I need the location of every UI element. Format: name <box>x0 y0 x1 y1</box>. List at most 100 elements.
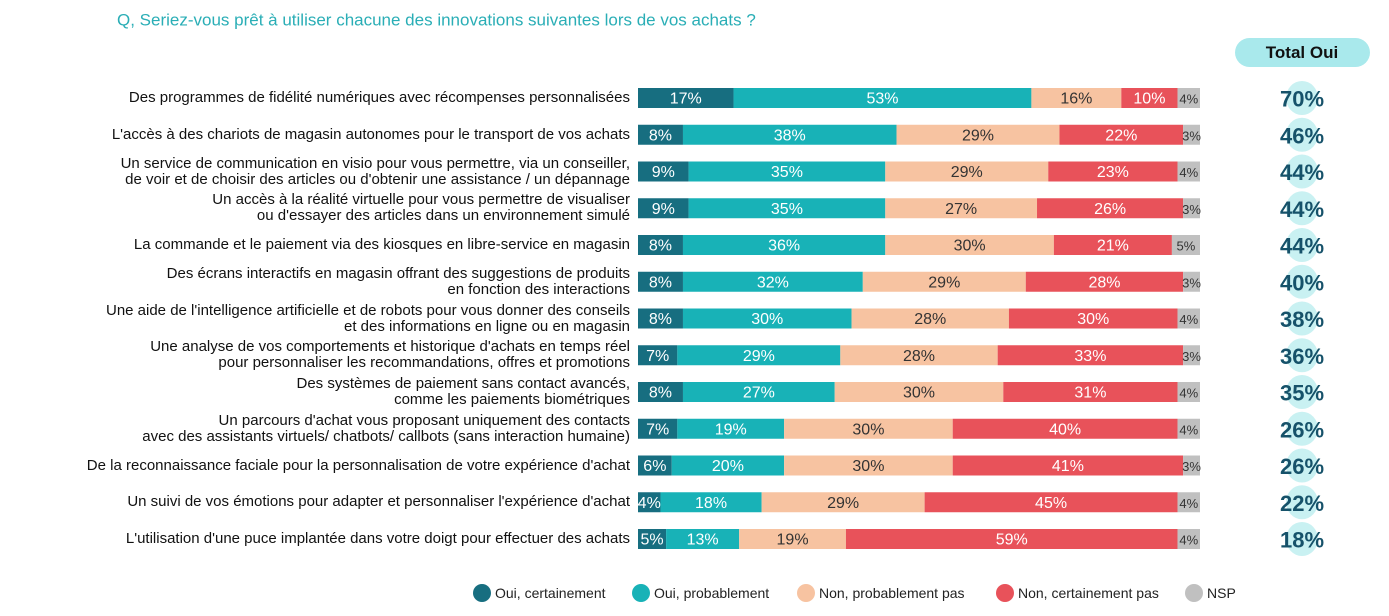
category-label: Des écrans interactifs en magasin offran… <box>166 264 630 298</box>
bar-segment <box>666 529 740 549</box>
value-label: 21% <box>1097 238 1129 255</box>
bar-segment <box>638 492 661 513</box>
value-label: 8% <box>649 385 672 402</box>
total-value: 70% <box>1280 87 1324 112</box>
category-label: L'utilisation d'une puce implantée dans … <box>125 530 630 547</box>
value-label: 8% <box>649 238 672 255</box>
category-label: Un suivi de vos émotions pour adapter et… <box>127 493 630 511</box>
bar-segment <box>952 455 1184 476</box>
total-bg <box>1286 375 1318 409</box>
bar-segment <box>840 345 998 366</box>
total-value: 35% <box>1280 381 1324 406</box>
total-value: 36% <box>1280 344 1324 369</box>
value-label: 30% <box>852 421 884 438</box>
category-label: Un service de communication en visio pou… <box>120 154 630 188</box>
bar-segment <box>896 124 1060 145</box>
total-bg <box>1286 154 1318 189</box>
total-bg <box>1286 411 1318 446</box>
bar-segment <box>1177 308 1200 329</box>
bar-segment <box>952 418 1178 439</box>
category-label: Des programmes de fidélité numériques av… <box>128 89 630 106</box>
total-header-bg <box>1235 38 1370 67</box>
category-label: Des systèmes de paiement sans contact av… <box>296 375 630 408</box>
bar-segment <box>638 88 734 108</box>
bar-segment <box>1177 88 1200 108</box>
value-label: 3% <box>1182 128 1201 143</box>
category-label: Une aide de l'intelligence artificielle … <box>105 301 630 335</box>
value-label: 4% <box>1179 496 1198 511</box>
total-bg <box>1286 522 1318 556</box>
bar-segment <box>1025 271 1184 292</box>
value-label: 4% <box>1179 165 1198 180</box>
value-label: 6% <box>643 458 666 475</box>
value-label: 10% <box>1133 91 1165 108</box>
value-label: 13% <box>687 532 719 549</box>
value-label: 19% <box>777 532 809 549</box>
value-label: 30% <box>954 238 986 255</box>
total-value: 26% <box>1280 454 1324 479</box>
bar-segment <box>682 271 863 292</box>
total-header: Total Oui <box>1266 43 1338 62</box>
bar-segment <box>1008 308 1178 329</box>
bar-segment <box>638 161 689 182</box>
legend-label: Oui, certainement <box>495 585 606 601</box>
value-label: 19% <box>715 421 747 438</box>
total-value: 46% <box>1280 123 1324 148</box>
bar-segment <box>660 492 762 513</box>
chart-title: Q, Seriez-vous prêt à utiliser chacune d… <box>117 11 756 30</box>
value-label: 30% <box>751 311 783 328</box>
bar-segment <box>1171 235 1200 255</box>
value-label: 38% <box>774 127 806 144</box>
bar-segment <box>997 345 1184 366</box>
value-label: 29% <box>928 274 960 291</box>
bar-segment <box>638 455 672 476</box>
bar-segment <box>638 235 683 255</box>
total-value: 44% <box>1280 234 1324 259</box>
value-label: 31% <box>1074 385 1106 402</box>
bar-segment <box>1121 88 1178 108</box>
total-value: 38% <box>1280 307 1324 332</box>
bar-segment <box>733 88 1032 108</box>
value-label: 3% <box>1182 202 1201 217</box>
bar-segment <box>682 308 852 329</box>
bar-segment <box>638 418 678 439</box>
bar-segment <box>1183 345 1200 366</box>
total-value: 44% <box>1280 197 1324 222</box>
value-label: 29% <box>743 348 775 365</box>
total-value: 22% <box>1280 491 1324 516</box>
total-bg <box>1286 117 1318 152</box>
bar-segment <box>1059 124 1184 145</box>
value-label: 18% <box>695 495 727 512</box>
bar-segment <box>638 382 683 402</box>
bar-segment <box>638 529 667 549</box>
total-bg <box>1286 448 1318 483</box>
value-label: 22% <box>1105 127 1137 144</box>
bar-segment <box>638 308 683 329</box>
total-value: 18% <box>1280 528 1324 553</box>
value-label: 20% <box>712 458 744 475</box>
bar-segment <box>1177 418 1200 439</box>
category-label: Une analyse de vos comportements et hist… <box>150 338 630 372</box>
value-label: 26% <box>1094 201 1126 218</box>
legend-label: Non, probablement pas <box>819 585 965 601</box>
value-label: 8% <box>649 311 672 328</box>
total-bg <box>1286 81 1318 115</box>
value-label: 30% <box>903 385 935 402</box>
legend-marker <box>797 584 815 602</box>
value-label: 16% <box>1060 91 1092 108</box>
value-label: 3% <box>1182 349 1201 364</box>
bar-segment <box>638 345 678 366</box>
bar-segment <box>761 492 925 513</box>
value-label: 7% <box>646 421 669 438</box>
bar-segment <box>677 418 785 439</box>
bar-segment <box>1177 161 1200 182</box>
category-label: L'accès à des chariots de magasin autono… <box>111 125 630 143</box>
value-label: 4% <box>638 495 661 512</box>
value-label: 9% <box>652 201 675 218</box>
value-label: 27% <box>743 385 775 402</box>
value-label: 27% <box>945 201 977 218</box>
bar-segment <box>1183 198 1200 219</box>
bar-segment <box>862 271 1026 292</box>
value-label: 29% <box>951 164 983 181</box>
legend-marker <box>996 584 1014 602</box>
